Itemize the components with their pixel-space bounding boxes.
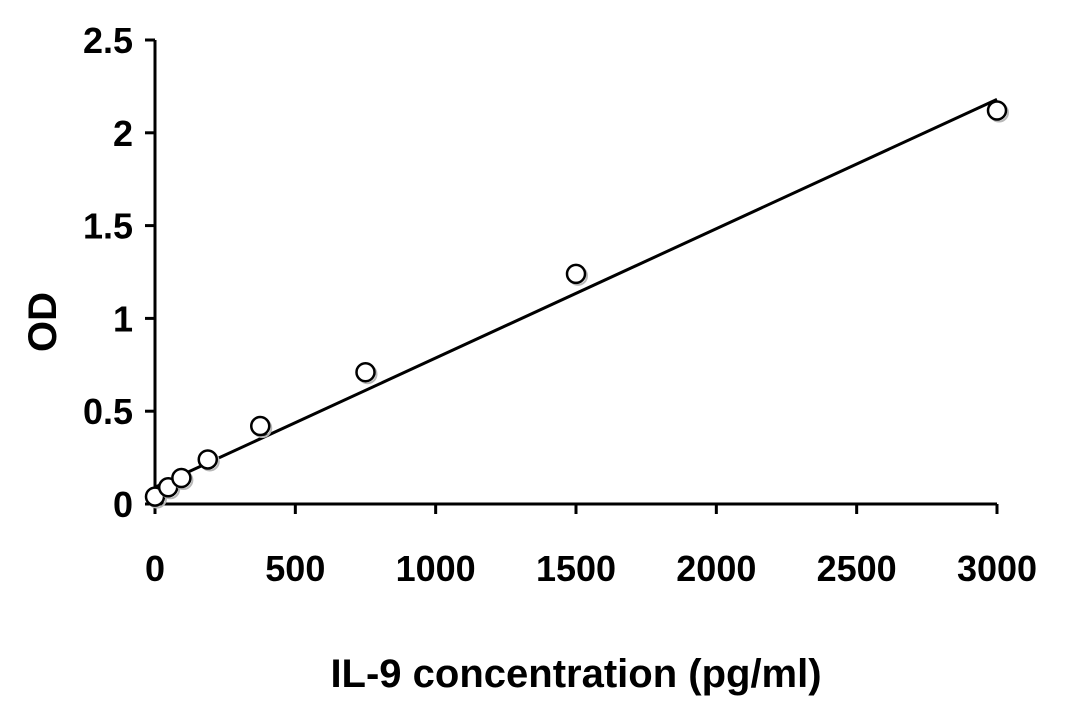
x-tick-label: 2500 (817, 548, 897, 589)
data-point (197, 449, 219, 470)
x-axis-ticks: 0 500 1000 1500 2000 2500 3000 (145, 504, 1037, 589)
x-tick-label: 3000 (957, 548, 1037, 589)
data-point (171, 467, 192, 489)
x-axis-title: IL-9 concentration (pg/ml) (330, 652, 821, 696)
x-tick-label: 500 (265, 548, 325, 589)
x-tick-label: 1500 (536, 548, 616, 589)
trendline (154, 98, 998, 489)
y-tick-label: 1 (113, 298, 133, 339)
x-tick-label: 2000 (676, 548, 756, 589)
y-tick-label: 0.5 (83, 391, 133, 432)
data-points (144, 100, 1009, 509)
y-axis-title: OD (21, 292, 65, 352)
x-tick-label: 1000 (396, 548, 476, 589)
y-tick-label: 0 (113, 484, 133, 525)
data-point (250, 415, 271, 437)
y-tick-label: 2.5 (83, 20, 133, 61)
data-point (565, 263, 587, 285)
x-tick-label: 0 (145, 548, 165, 589)
data-point (986, 100, 1008, 121)
data-point (355, 361, 376, 383)
y-tick-label: 1.5 (83, 206, 133, 247)
y-tick-label: 2 (113, 113, 133, 154)
y-axis-ticks: 0 0.5 1 1.5 2 2.5 (83, 20, 155, 525)
